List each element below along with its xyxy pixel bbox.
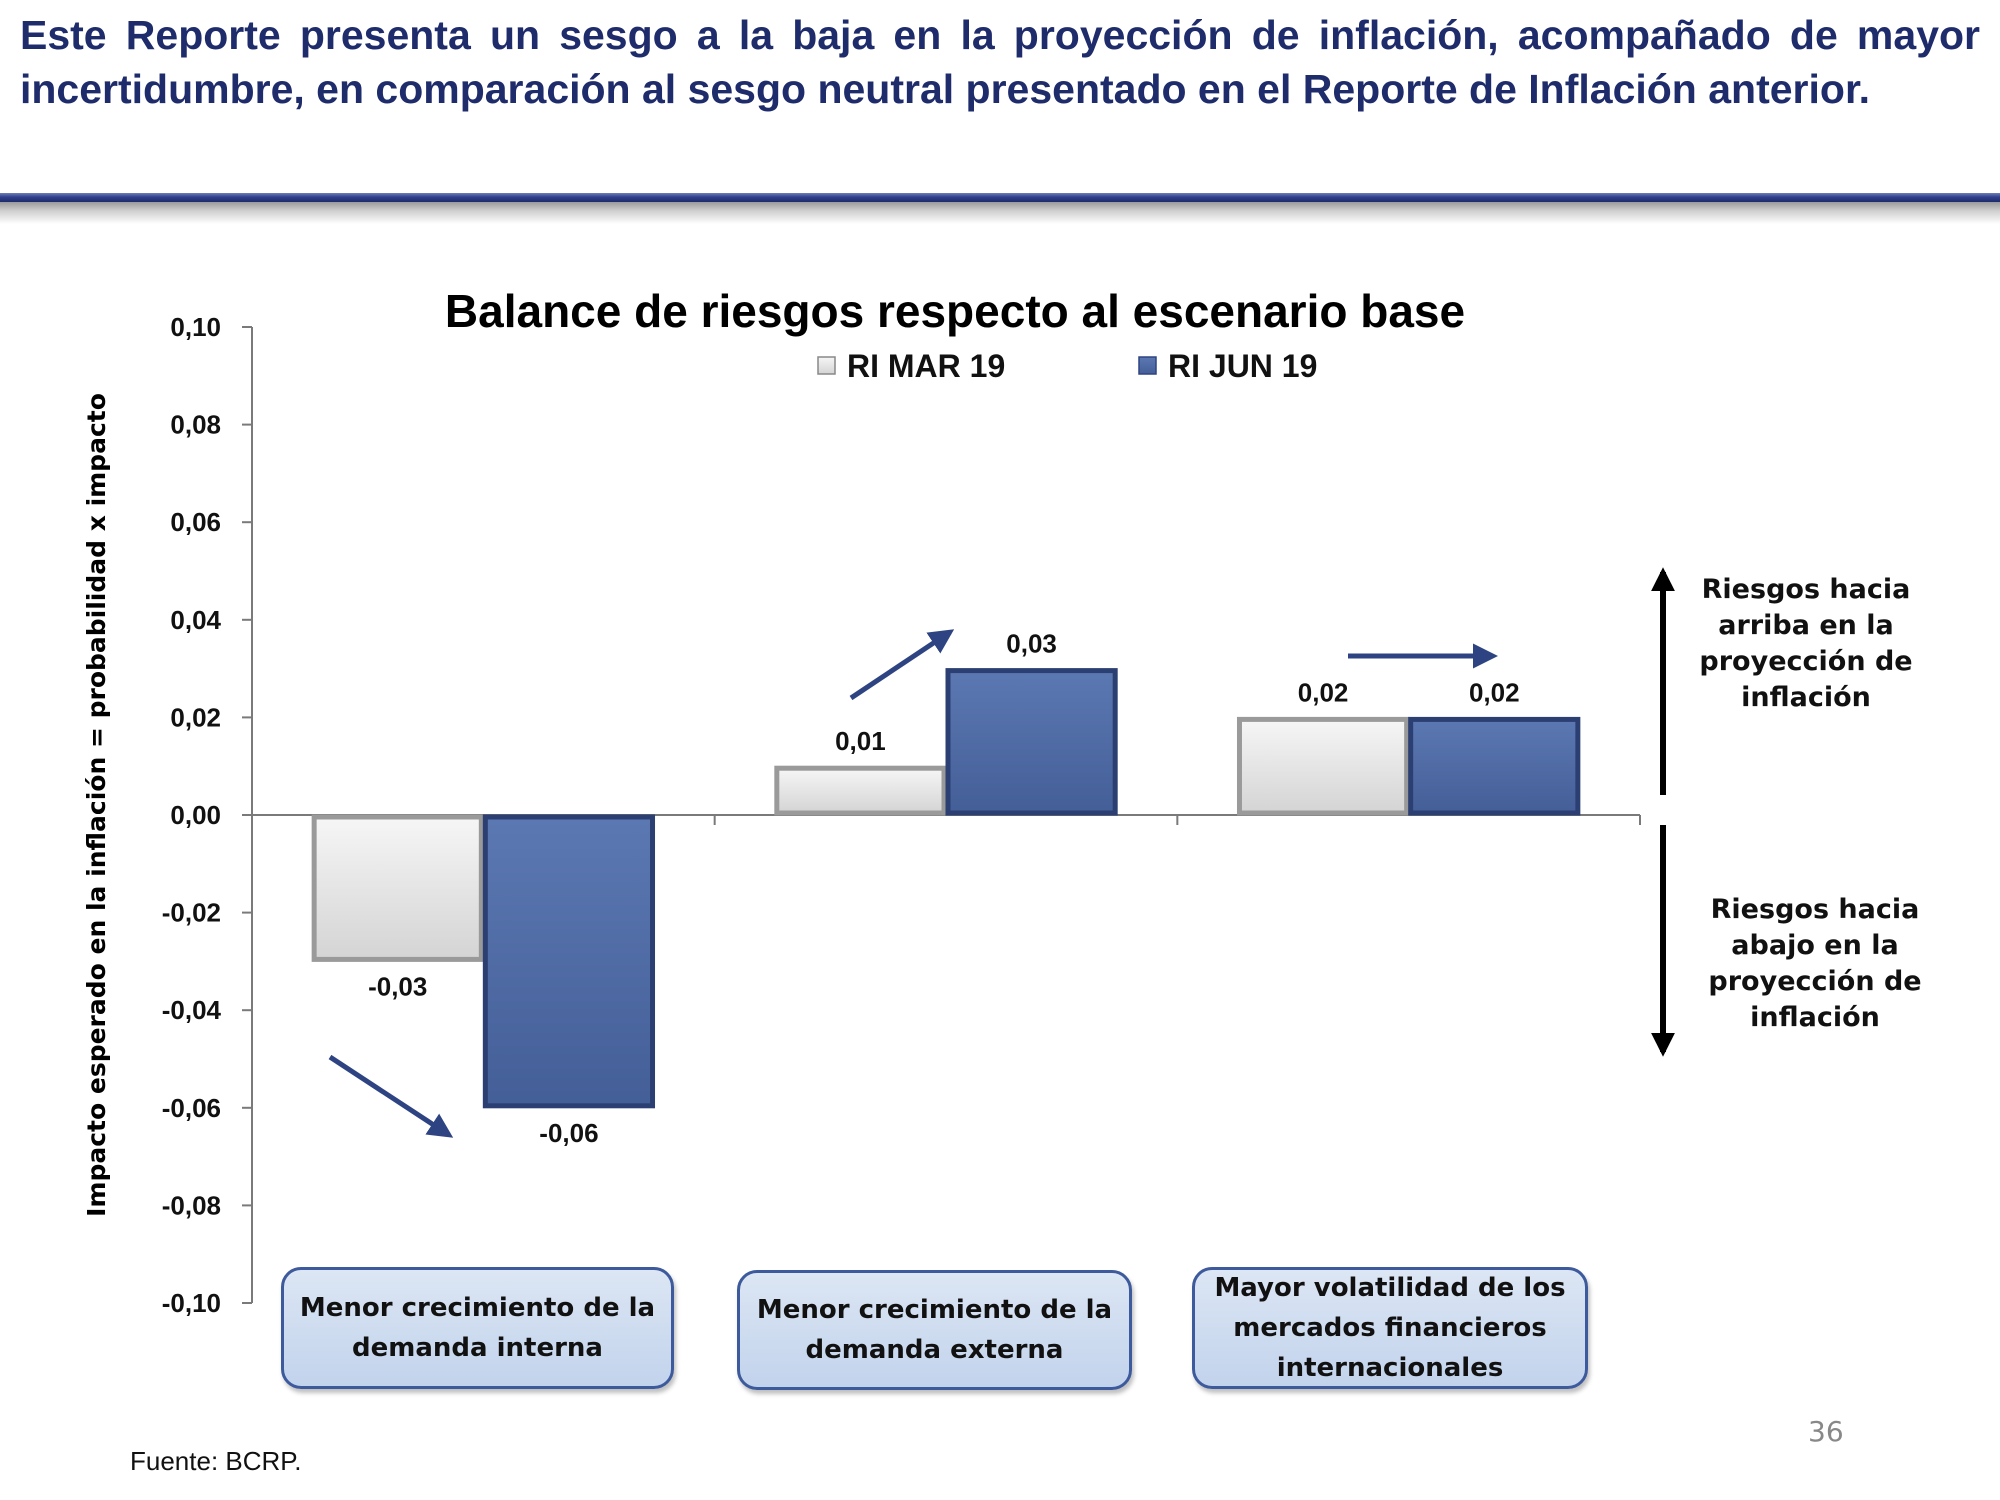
y-axis-label: Impacto esperado en la inflación = proba… [82,393,111,1217]
page-number: 36 [1808,1415,1844,1448]
category-label-demanda-interna: Menor crecimiento de la demanda interna [281,1267,674,1389]
chart-title: Balance de riesgos respecto al escenario… [445,285,1465,337]
risk-up-note: Riesgos hacia arriba en la proyección de in… [1699,574,1912,713]
trend-arrows [328,629,1498,1138]
y-tick-label: 0,04 [170,605,221,635]
legend: RI MAR 19 RI JUN 19 [817,348,1317,384]
bar-ri-jun-19-cat-1 [482,814,656,1109]
bar-ri-mar-19-cat-2 [774,765,947,816]
trend-arrow-down-icon [328,1054,454,1138]
risk-direction-indicator: Riesgos hacia arriba en la proyección de in… [1651,567,1922,1057]
y-tick-label: -0,10 [162,1288,221,1318]
y-tick-label: -0,08 [162,1190,221,1220]
y-tick-label: 0,06 [170,507,221,537]
risk-down-note: Riesgos hacia abajo en la proyección de inf… [1708,894,1921,1033]
category-label-demanda-externa: Menor crecimiento de la demanda externa [737,1270,1132,1390]
y-tick-label: 0,02 [170,702,221,732]
y-tick-label: 0,00 [170,800,221,830]
y-tick-label: -0,02 [162,898,221,928]
legend-swatch-ri-jun-19 [1138,356,1157,375]
bars [311,668,1581,1109]
data-label-ri-mar-19-cat-1: -0,03 [368,971,427,1001]
y-tick-label: -0,04 [162,995,222,1025]
data-label-ri-mar-19-cat-2: 0,01 [835,726,886,756]
data-label-ri-jun-19-cat-3: 0,02 [1469,677,1520,707]
source-note: Fuente: BCRP. [130,1446,302,1476]
legend-swatch-ri-mar-19 [817,356,836,375]
data-labels: -0,03 -0,06 0,01 0,03 0,02 0,02 [368,629,1519,1148]
y-tick-label: 0,08 [170,410,221,440]
y-tick-label: 0,10 [170,312,221,342]
bar-ri-mar-19-cat-1 [311,814,484,962]
header-rule-shadow [0,202,2000,224]
y-tick-label: -0,06 [162,1093,221,1123]
bar-ri-mar-19-cat-3 [1236,716,1410,816]
trend-arrow-up-icon [849,629,955,701]
category-label-volatilidad-mercados: Mayor volatilidad de los mercados financ… [1192,1267,1588,1389]
slide-headline: Este Reporte presenta un sesgo a la baja… [20,12,1980,112]
data-label-ri-jun-19-cat-1: -0,06 [539,1118,598,1148]
legend-label-ri-mar-19: RI MAR 19 [847,348,1005,384]
data-label-ri-jun-19-cat-2: 0,03 [1006,629,1057,659]
header-rule [0,193,2000,202]
bar-ri-jun-19-cat-3 [1408,716,1581,816]
legend-label-ri-jun-19: RI JUN 19 [1168,348,1317,384]
data-label-ri-mar-19-cat-3: 0,02 [1298,677,1349,707]
bar-ri-jun-19-cat-2 [945,668,1118,816]
